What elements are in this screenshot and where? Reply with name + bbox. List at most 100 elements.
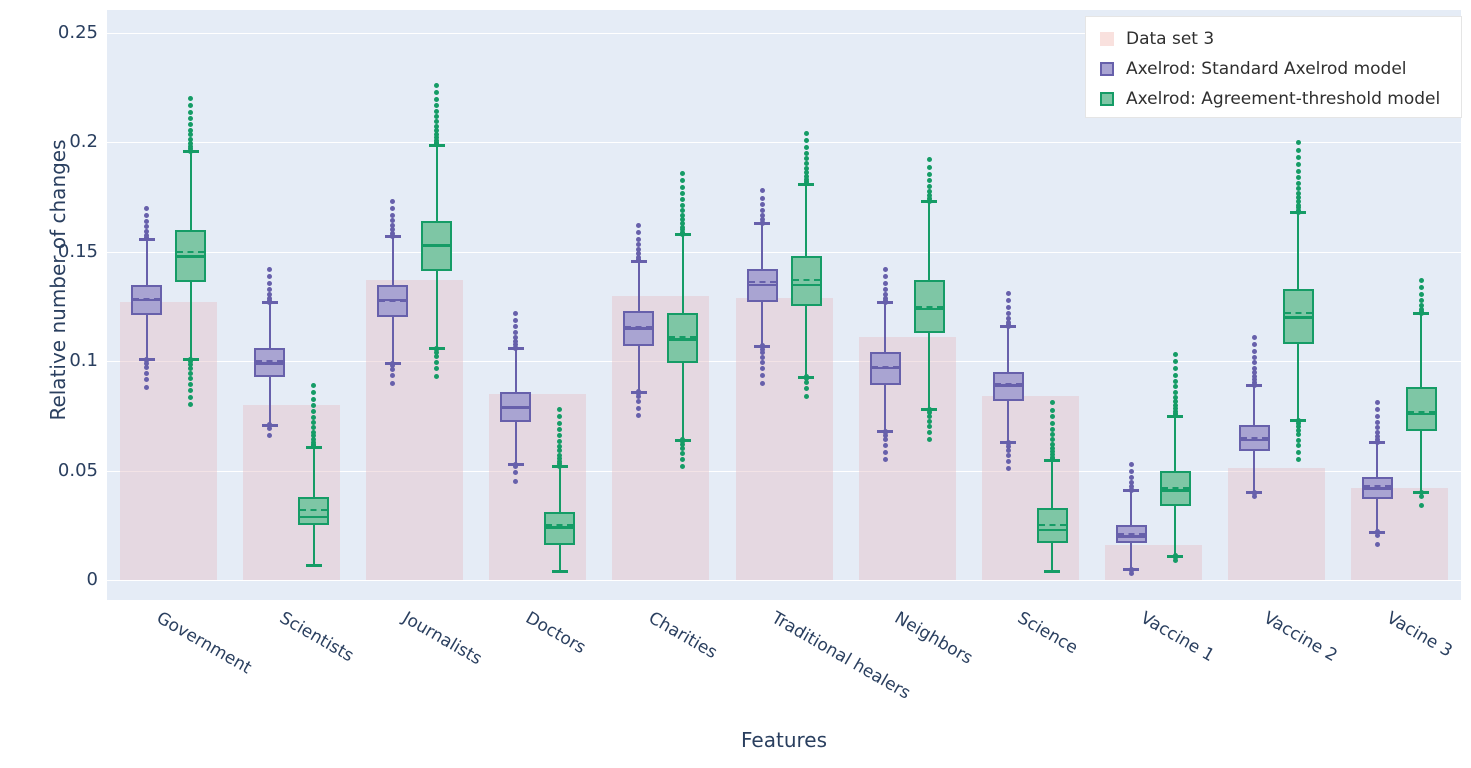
outlier-dot [144,224,150,230]
outlier-dot [926,410,932,416]
outlier-dot [311,429,317,435]
mean-line [625,326,653,329]
outlier-dot [557,459,563,465]
mean-line [1117,533,1145,536]
y-tick-label: 0.25 [57,22,98,43]
outlier-dot [513,329,519,335]
outlier-dot [1374,436,1380,442]
outlier-dot [1005,465,1011,471]
outlier-dot [557,414,563,420]
outlier-dot [680,221,686,227]
median-line [1115,535,1147,538]
outlier-dot [882,291,888,297]
outlier-dot [188,127,194,133]
whisker-cap [305,563,322,567]
outlier-dot [1251,370,1257,376]
outlier-dot [759,213,765,219]
outlier-dot [1295,162,1301,167]
outlier-dot [926,430,932,436]
outlier-dot [803,393,809,399]
outlier-dot [1374,533,1380,539]
outlier-dot [1295,202,1301,208]
outlier-dot [1172,378,1178,384]
x-tick-label-government: Government [152,608,255,679]
legend: Data set 3 Axelrod: Standard Axelrod mod… [1085,16,1462,118]
outlier-dot [267,291,273,297]
legend-item-agreement-threshold[interactable]: Axelrod: Agreement-threshold model [1100,84,1461,114]
outlier-dot [803,176,809,182]
bar-dataset3 [1350,488,1448,580]
outlier-dot [636,394,642,400]
mean-line [1038,524,1066,527]
outlier-dot [1295,450,1301,455]
outlier-dot [513,334,519,340]
mean-line [915,305,943,308]
outlier-dot [1295,207,1301,213]
mean-line [1240,436,1268,439]
outlier-dot [434,108,440,114]
outlier-dot [1005,447,1011,453]
outlier-dot [926,188,932,194]
outlier-dot [1295,195,1301,201]
outlier-dot [1374,542,1380,548]
outlier-dot [882,266,888,272]
outlier-dot [1295,199,1301,205]
outlier-dot [1418,277,1424,283]
mean-line [133,297,161,300]
outlier-dot [1295,139,1301,145]
outlier-dot [434,83,440,88]
median-line [1159,489,1191,492]
outlier-dot [1128,483,1134,489]
outlier-dot [513,342,519,348]
legend-item-standard-axelrod[interactable]: Axelrod: Standard Axelrod model [1100,54,1461,84]
median-line [667,338,699,341]
outlier-dot [1295,457,1301,463]
outlier-dot [926,164,932,170]
outlier-dot [513,479,519,485]
outlier-dot [311,396,317,402]
outlier-dot [434,90,440,95]
outlier-dot [1005,305,1011,311]
outlier-dot [680,224,686,230]
mean-line [1363,484,1391,487]
median-line [131,298,163,302]
outlier-dot [144,218,150,224]
outlier-dot [267,298,273,304]
outlier-dot [759,360,765,366]
median-line [1405,412,1437,416]
outlier-dot [1049,426,1055,432]
outlier-dot [513,338,519,344]
outlier-dot [1295,185,1301,191]
outlier-dot [188,359,194,365]
legend-label: Axelrod: Agreement-threshold model [1126,89,1441,109]
outlier-dot [557,420,563,426]
outlier-dot [1374,429,1380,435]
box-agreement-threshold [1282,288,1314,344]
outlier-dot [390,198,396,204]
y-tick-label: 0.1 [69,350,98,372]
mean-line [300,508,328,511]
bar-dataset3 [243,404,341,580]
outlier-dot [1251,491,1257,497]
outlier-dot [311,436,317,442]
outlier-dot [1295,155,1301,161]
outlier-dot [636,251,642,257]
outlier-dot [1005,290,1011,296]
outlier-dot [759,346,765,352]
outlier-dot [144,384,150,390]
outlier-dot [188,362,194,368]
outlier-dot [188,116,194,122]
mean-line [256,360,284,363]
outlier-dot [557,452,563,458]
outlier-dot [557,456,563,462]
whisker-cap [1044,570,1061,574]
outlier-dot [434,114,440,120]
median-line [790,283,822,287]
mean-line [792,279,820,282]
median-line [544,526,576,529]
outlier-dot [1172,394,1178,400]
outlier-dot [680,170,686,176]
legend-item-dataset3[interactable]: Data set 3 [1100,24,1461,54]
outlier-dot [759,373,765,379]
outlier-dot [1172,398,1178,404]
